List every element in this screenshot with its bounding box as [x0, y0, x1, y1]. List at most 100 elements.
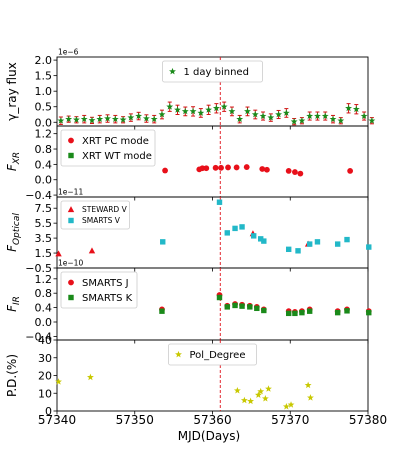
- y-tick-label: 10: [38, 387, 52, 400]
- y-tick-label: −0.4: [25, 330, 52, 343]
- data-point: [258, 236, 264, 242]
- data-point: [244, 107, 251, 115]
- data-point: [292, 169, 298, 175]
- data-point: [203, 165, 210, 172]
- data-point: [275, 110, 283, 118]
- data-point: [329, 115, 337, 123]
- series-smarts-k: [159, 294, 372, 317]
- x-axis-label: MJD(Days): [178, 429, 240, 443]
- series-1-day-binned: [57, 101, 376, 126]
- data-point: [216, 199, 223, 205]
- data-point: [366, 309, 372, 316]
- data-point: [285, 246, 292, 253]
- y-tick-label: −0.5: [25, 262, 52, 275]
- data-point: [142, 114, 150, 122]
- data-point: [251, 110, 259, 118]
- data-point: [159, 308, 165, 314]
- data-point: [88, 247, 96, 254]
- data-point: [314, 112, 321, 119]
- panel-pd: 0 10 20 30 40 P.D.(%) Pol_Degree: [5, 334, 369, 418]
- data-point: [259, 112, 267, 119]
- y-label-base: F: [5, 304, 19, 312]
- series-smarts-v: [160, 199, 372, 254]
- data-point: [87, 373, 94, 381]
- data-point: [239, 303, 245, 309]
- data-point: [232, 302, 238, 309]
- data-point: [243, 164, 250, 170]
- data-point: [88, 116, 96, 124]
- data-point: [65, 115, 73, 123]
- data-point: [127, 114, 135, 121]
- data-point: [80, 115, 88, 123]
- legend: 1 day binned: [162, 60, 263, 83]
- data-point: [104, 114, 111, 122]
- legend-box: [168, 343, 257, 366]
- y-axis-label: γ_ray flux: [5, 62, 19, 121]
- legend-box: [60, 129, 156, 167]
- data-point: [257, 387, 265, 395]
- data-point: [321, 112, 329, 119]
- legend-box: [162, 60, 263, 83]
- y-tick-label: 0.0: [35, 116, 53, 129]
- y-tick-label: 0: [45, 405, 52, 418]
- y-tick-label: 0.8: [35, 287, 53, 300]
- y-tick-label: −0.4: [25, 189, 52, 202]
- legend-marker: [68, 279, 74, 286]
- y-tick-label: 40: [38, 334, 52, 347]
- data-point: [218, 164, 224, 171]
- y-tick-label: 5.5: [35, 217, 53, 230]
- data-point: [96, 115, 104, 123]
- data-point: [212, 104, 220, 112]
- legend-label: XRT PC mode: [82, 136, 149, 147]
- panel-optical: −0.5 1.5 3.5 5.5 7.5 1e−11 FOptical STEWARD V SM…: [5, 188, 372, 275]
- legend-label: SMARTS V: [82, 216, 121, 225]
- y-tick-label: 1.0: [35, 85, 53, 98]
- y-label-subscript: Optical: [12, 213, 22, 245]
- legend: SMARTS J SMARTS K: [60, 271, 138, 309]
- data-point: [295, 248, 301, 254]
- legend-label: Pol_Degree: [190, 350, 246, 361]
- legend-marker: [175, 350, 182, 358]
- data-point: [267, 114, 275, 121]
- y-tick-label: 0.8: [35, 143, 53, 156]
- data-point: [297, 170, 304, 177]
- data-point: [239, 224, 245, 230]
- exponent-label: 1e−6: [58, 48, 79, 57]
- data-point: [162, 167, 168, 174]
- data-point: [233, 164, 240, 171]
- data-point: [119, 116, 127, 123]
- legend-label: SMARTS K: [82, 293, 133, 304]
- data-point: [360, 112, 368, 119]
- data-point: [352, 105, 360, 113]
- legend-box: [60, 200, 130, 230]
- data-point: [225, 164, 231, 171]
- legend-marker: [68, 137, 74, 144]
- x-tick-label: 57380: [349, 413, 387, 427]
- legend-marker: [68, 152, 74, 159]
- legend-marker: [67, 206, 75, 213]
- y-tick-label: 7.5: [35, 202, 53, 215]
- data-point: [232, 225, 238, 232]
- series-xrt-pc-mode: [162, 164, 354, 177]
- panel-gamma: 0.0 0.5 1.0 1.5 2.0 1e−6 γ_ray flux 1 day binne…: [5, 48, 376, 130]
- legend-label: SMARTS J: [82, 278, 129, 289]
- y-label-subscript: XR: [12, 152, 22, 165]
- panel-xrt: −0.4 0.0 0.4 0.8 1.2 FXR XRT PC mode XRT WT mod…: [5, 125, 369, 202]
- data-point: [282, 402, 290, 410]
- y-axis-label: P.D.(%): [5, 354, 19, 397]
- y-label-base: F: [5, 244, 19, 252]
- data-point: [247, 304, 253, 310]
- legend: STEWARD V SMARTS V: [60, 200, 130, 230]
- x-tick-label: 57340: [38, 413, 76, 427]
- data-point: [220, 103, 228, 110]
- data-point: [304, 381, 312, 389]
- y-axis-label: FXR: [5, 152, 22, 171]
- data-point: [150, 115, 158, 123]
- data-point: [216, 294, 223, 301]
- data-point: [174, 106, 181, 113]
- data-point: [233, 386, 241, 394]
- legend-marker: [169, 67, 176, 75]
- data-point: [224, 304, 230, 310]
- data-point: [166, 103, 174, 110]
